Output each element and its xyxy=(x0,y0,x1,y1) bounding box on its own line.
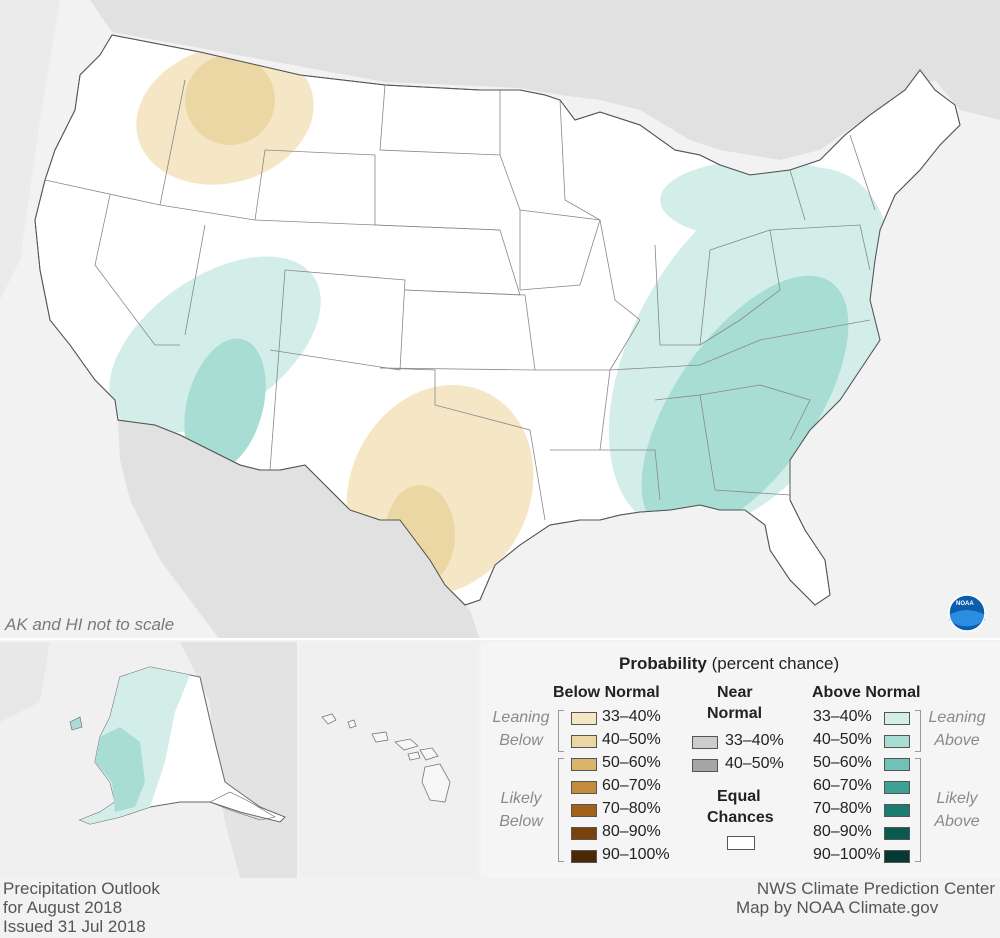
legend-title-bold: Probability xyxy=(619,654,707,673)
likely-above-line-1: Likely xyxy=(936,790,978,807)
below-label-4: 70–80% xyxy=(602,800,661,817)
below-swatch-3 xyxy=(571,781,597,794)
not-to-scale-note: AK and HI not to scale xyxy=(5,615,175,634)
alaska-inset-map xyxy=(0,642,297,878)
below-swatch-5 xyxy=(571,827,597,840)
legend-title-rest: (percent chance) xyxy=(711,654,840,673)
leaning-above-label: Leaning Above xyxy=(921,706,993,752)
bracket-likely-below xyxy=(558,758,564,862)
above-label-1: 40–50% xyxy=(813,731,872,748)
footer-issued: Issued 31 Jul 2018 xyxy=(3,917,146,936)
above-swatch-6 xyxy=(884,850,910,863)
below-label-6: 90–100% xyxy=(602,846,670,863)
noaa-logo-icon xyxy=(948,594,986,632)
below-swatch-2 xyxy=(571,758,597,771)
above-swatch-3 xyxy=(884,781,910,794)
likely-below-line-2: Below xyxy=(499,813,543,830)
below-label-0: 33–40% xyxy=(602,708,661,725)
hawaii-inset-map xyxy=(300,642,478,878)
bracket-leaning-below xyxy=(558,710,564,752)
footer-period: for August 2018 xyxy=(3,898,123,917)
legend-panel: Probability (percent chance) Below Norma… xyxy=(481,642,1000,878)
leaning-below-line-1: Leaning xyxy=(492,709,550,726)
bracket-leaning-above xyxy=(915,710,921,752)
above-label-5: 80–90% xyxy=(813,823,872,840)
near-normal-header-1: Near xyxy=(717,684,753,701)
above-label-2: 50–60% xyxy=(813,754,872,771)
likely-below-label: Likely Below xyxy=(485,787,557,833)
below-label-3: 60–70% xyxy=(602,777,661,794)
equal-chances-line-1: Equal xyxy=(717,788,761,805)
equal-chances-line-2: Chances xyxy=(707,809,774,826)
footer-source: NWS Climate Prediction Center xyxy=(756,879,995,898)
below-normal-header: Below Normal xyxy=(553,684,660,701)
leaning-below-label: Leaning Below xyxy=(485,706,557,752)
likely-above-label: Likely Above xyxy=(921,787,993,833)
above-normal-header: Above Normal xyxy=(812,684,921,701)
above-swatch-4 xyxy=(884,804,910,817)
below-label-2: 50–60% xyxy=(602,754,661,771)
likely-below-line-1: Likely xyxy=(500,790,542,807)
leaning-above-line-1: Leaning xyxy=(928,709,986,726)
noaa-logo-label: NOAA xyxy=(956,601,974,607)
near-normal-header-2: Normal xyxy=(707,705,763,722)
above-label-4: 70–80% xyxy=(813,800,872,817)
near-swatch-0 xyxy=(692,736,718,749)
footer-credit: Map by NOAA Climate.gov xyxy=(736,898,939,917)
below-swatch-4 xyxy=(571,804,597,817)
below-swatch-0 xyxy=(571,712,597,725)
above-label-6: 90–100% xyxy=(813,846,881,863)
footer-title: Precipitation Outlook xyxy=(3,879,160,898)
above-label-0: 33–40% xyxy=(813,708,872,725)
main-map xyxy=(0,0,1000,640)
leaning-below-line-2: Below xyxy=(499,732,543,749)
above-swatch-0 xyxy=(884,712,910,725)
above-label-3: 60–70% xyxy=(813,777,872,794)
below-swatch-1 xyxy=(571,735,597,748)
above-swatch-5 xyxy=(884,827,910,840)
legend-title: Probability (percent chance) xyxy=(619,654,839,674)
near-label-0: 33–40% xyxy=(725,732,784,749)
leaning-above-line-2: Above xyxy=(934,732,980,749)
below-swatch-6 xyxy=(571,850,597,863)
bracket-likely-above xyxy=(915,758,921,862)
equal-chances-swatch xyxy=(727,836,755,850)
likely-above-line-2: Above xyxy=(934,813,980,830)
near-swatch-1 xyxy=(692,759,718,772)
above-swatch-1 xyxy=(884,735,910,748)
near-label-1: 40–50% xyxy=(725,755,784,772)
below-label-1: 40–50% xyxy=(602,731,661,748)
below-label-5: 80–90% xyxy=(602,823,661,840)
above-swatch-2 xyxy=(884,758,910,771)
